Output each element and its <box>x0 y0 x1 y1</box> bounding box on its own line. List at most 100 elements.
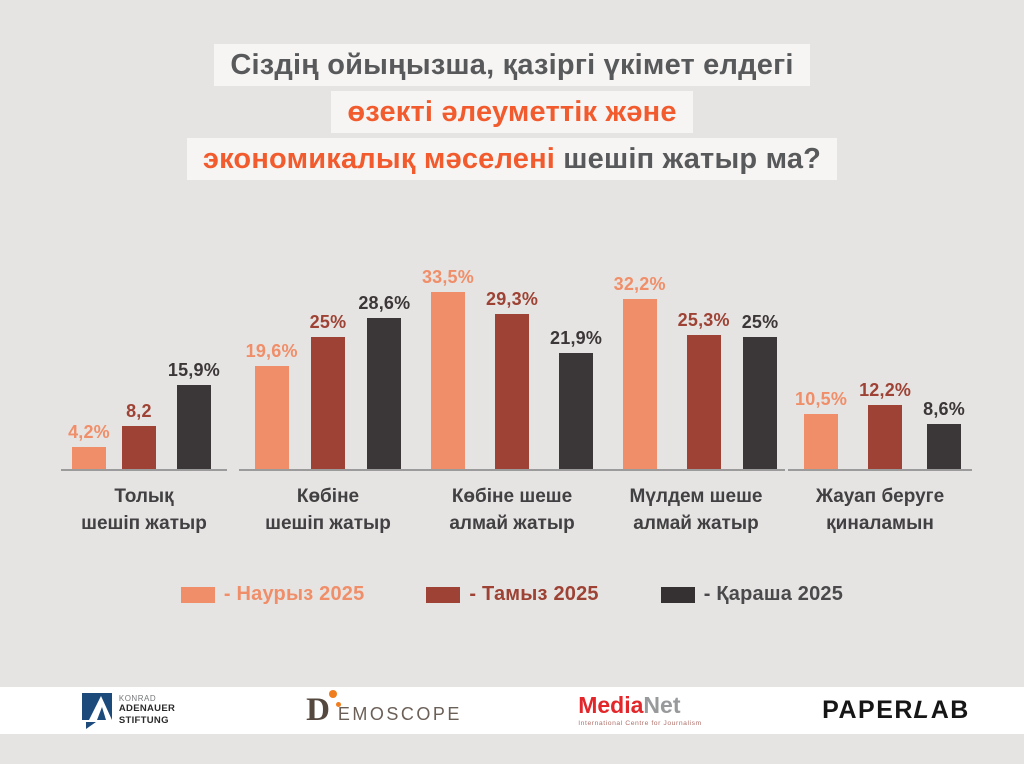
bar <box>743 337 778 469</box>
paperlab-text-1: PAPER <box>822 696 914 724</box>
bar <box>254 365 289 469</box>
bar-column: 19,6% <box>246 341 298 469</box>
bar-value-label: 25,3% <box>677 310 730 331</box>
bar <box>559 353 594 469</box>
legend-item: - Тамыз 2025 <box>426 583 599 606</box>
bar <box>868 404 903 469</box>
footer-cell-demoscope: D EMOSCOPE <box>256 690 512 727</box>
category-label-line: шешіп жатыр <box>81 512 207 534</box>
bar-column: 8,6% <box>923 399 965 469</box>
category-label-line: Көбіне <box>296 486 360 507</box>
legend-item: - Наурыз 2025 <box>180 583 365 606</box>
bar-column: 25,3% <box>678 310 730 469</box>
title-text-orange-2: экономикалық мәселені <box>202 143 556 175</box>
konrad-adenauer-stiftung-logo: KONRAD ADENAUER STIFTUNG <box>81 692 175 729</box>
bar-value-label: 10,5% <box>795 388 848 409</box>
bar-value-label: 33,5% <box>421 267 474 288</box>
kas-line-stiftung: STIFTUNG <box>118 714 169 726</box>
bar-value-label: 8,2 <box>126 400 152 421</box>
legend-swatch <box>426 586 461 603</box>
footer-cell-medianet: MediaNet International Centre for Journa… <box>512 692 768 728</box>
bar-value-label: 25% <box>741 312 779 332</box>
bar-column: 28,6% <box>358 293 410 469</box>
legend-swatch <box>660 586 695 603</box>
bar-area: 10,5% 12,2% 8,6% <box>788 259 972 471</box>
bar-value-label: 25% <box>309 312 347 332</box>
bar-column: 21,9% <box>550 328 602 469</box>
chart-group: 4,2% 8,2 15,9% Толық шешіп жатыр <box>52 259 236 537</box>
demoscope-wordmark: EMOSCOPE <box>337 704 462 724</box>
bar-column: 8,2 <box>121 400 156 469</box>
category-label: Толық шешіп жатыр <box>81 484 207 537</box>
bar-chart: 4,2% 8,2 15,9% Толық шешіп жатыр 19,6% 25% 28,6… <box>0 259 1024 537</box>
title-text-orange: өзекті әлеуметтік және <box>331 91 693 133</box>
demoscope-d-mark: D <box>306 690 341 727</box>
category-label-line: Көбіне шеше <box>451 486 573 507</box>
bar-column: 4,2% <box>68 422 110 469</box>
demoscope-orange-dot-icon <box>328 690 337 698</box>
legend-label: - Наурыз 2025 <box>223 583 365 606</box>
bar <box>121 425 156 469</box>
paperlab-logo: PAPERLAB <box>822 696 970 725</box>
bar-value-label: 15,9% <box>167 360 220 381</box>
title-line-2: өзекті әлеуметтік және <box>0 91 1024 138</box>
bar-value-label: 21,9% <box>550 328 603 349</box>
title-text-gray: Сіздің ойыңызша, қазіргі үкімет елдегі <box>214 44 810 86</box>
bar <box>622 298 657 469</box>
chart-group: 19,6% 25% 28,6% Көбіне шешіп жатыр <box>236 259 420 537</box>
bar <box>927 423 962 469</box>
bar-area: 32,2% 25,3% 25% <box>606 259 786 471</box>
medianet-media-text: Media <box>578 692 644 718</box>
category-label-line: қиналамын <box>826 512 934 534</box>
title-text-mixed: экономикалық мәселені шешіп жатыр ма? <box>186 138 838 180</box>
title-text-gray-2: шешіп жатыр ма? <box>555 143 822 175</box>
bar-column: 25% <box>742 312 779 469</box>
title-line-1: Сіздің ойыңызша, қазіргі үкімет елдегі <box>0 44 1024 91</box>
bar-value-label: 4,2% <box>68 421 110 442</box>
bar <box>804 413 839 469</box>
demoscope-logo: D EMOSCOPE <box>306 690 462 727</box>
footer-cell-paperlab: PAPERLAB <box>768 696 1024 725</box>
bar <box>367 318 402 469</box>
footer-cell-kas: KONRAD ADENAUER STIFTUNG <box>0 692 256 729</box>
kas-logo-icon <box>81 693 112 729</box>
paperlab-text-2: AB <box>930 696 970 724</box>
bar <box>71 446 106 469</box>
kas-line-konrad: KONRAD <box>118 694 157 703</box>
category-label-line: Мүлдем шеше <box>629 486 763 507</box>
bar-value-label: 32,2% <box>613 273 666 294</box>
bar-value-label: 8,6% <box>923 398 965 419</box>
bar-column: 10,5% <box>795 389 847 469</box>
category-label: Мүлдем шеше алмай жатыр <box>630 484 763 537</box>
category-label-line: алмай жатыр <box>633 512 759 534</box>
bar <box>430 292 465 469</box>
legend-label: - Қараша 2025 <box>703 583 844 606</box>
chart-title: Сіздің ойыңызша, қазіргі үкімет елдегі ө… <box>0 44 1024 185</box>
bar-area: 33,5% 29,3% 21,9% <box>414 259 610 471</box>
bar-column: 32,2% <box>614 274 666 469</box>
bar-value-label: 29,3% <box>485 289 539 310</box>
medianet-logo: MediaNet International Centre for Journa… <box>578 692 702 728</box>
footer-logo-bar: KONRAD ADENAUER STIFTUNG D EMOSCOPE Medi… <box>0 687 1024 734</box>
category-label-line: Толық <box>114 486 174 507</box>
legend-swatch <box>180 586 215 603</box>
bar <box>310 337 345 469</box>
bar-area: 4,2% 8,2 15,9% <box>61 259 227 471</box>
category-label: Көбіне шеше алмай жатыр <box>449 484 574 537</box>
category-label-line: шешіп жатыр <box>265 512 391 534</box>
category-label-line: Жауап беруге <box>815 486 945 507</box>
category-label-line: алмай жатыр <box>449 512 575 534</box>
chart-legend: - Наурыз 2025 - Тамыз 2025 - Қараша 2025 <box>0 583 1024 606</box>
bar-column: 29,3% <box>486 289 538 469</box>
bar-value-label: 28,6% <box>358 293 411 313</box>
category-label: Көбіне шешіп жатыр <box>265 484 391 537</box>
kas-line-adenauer: ADENAUER <box>118 703 176 715</box>
bar <box>686 335 721 469</box>
chart-group: 10,5% 12,2% 8,6% Жауап беруге қиналамын <box>788 259 972 537</box>
medianet-net-text: Net <box>643 692 681 718</box>
bar <box>495 314 529 469</box>
kas-logo-text: KONRAD ADENAUER STIFTUNG <box>119 692 175 726</box>
bar <box>176 385 211 469</box>
demoscope-orange-dot-small-icon <box>335 702 341 707</box>
bar-column: 33,5% <box>422 267 474 469</box>
